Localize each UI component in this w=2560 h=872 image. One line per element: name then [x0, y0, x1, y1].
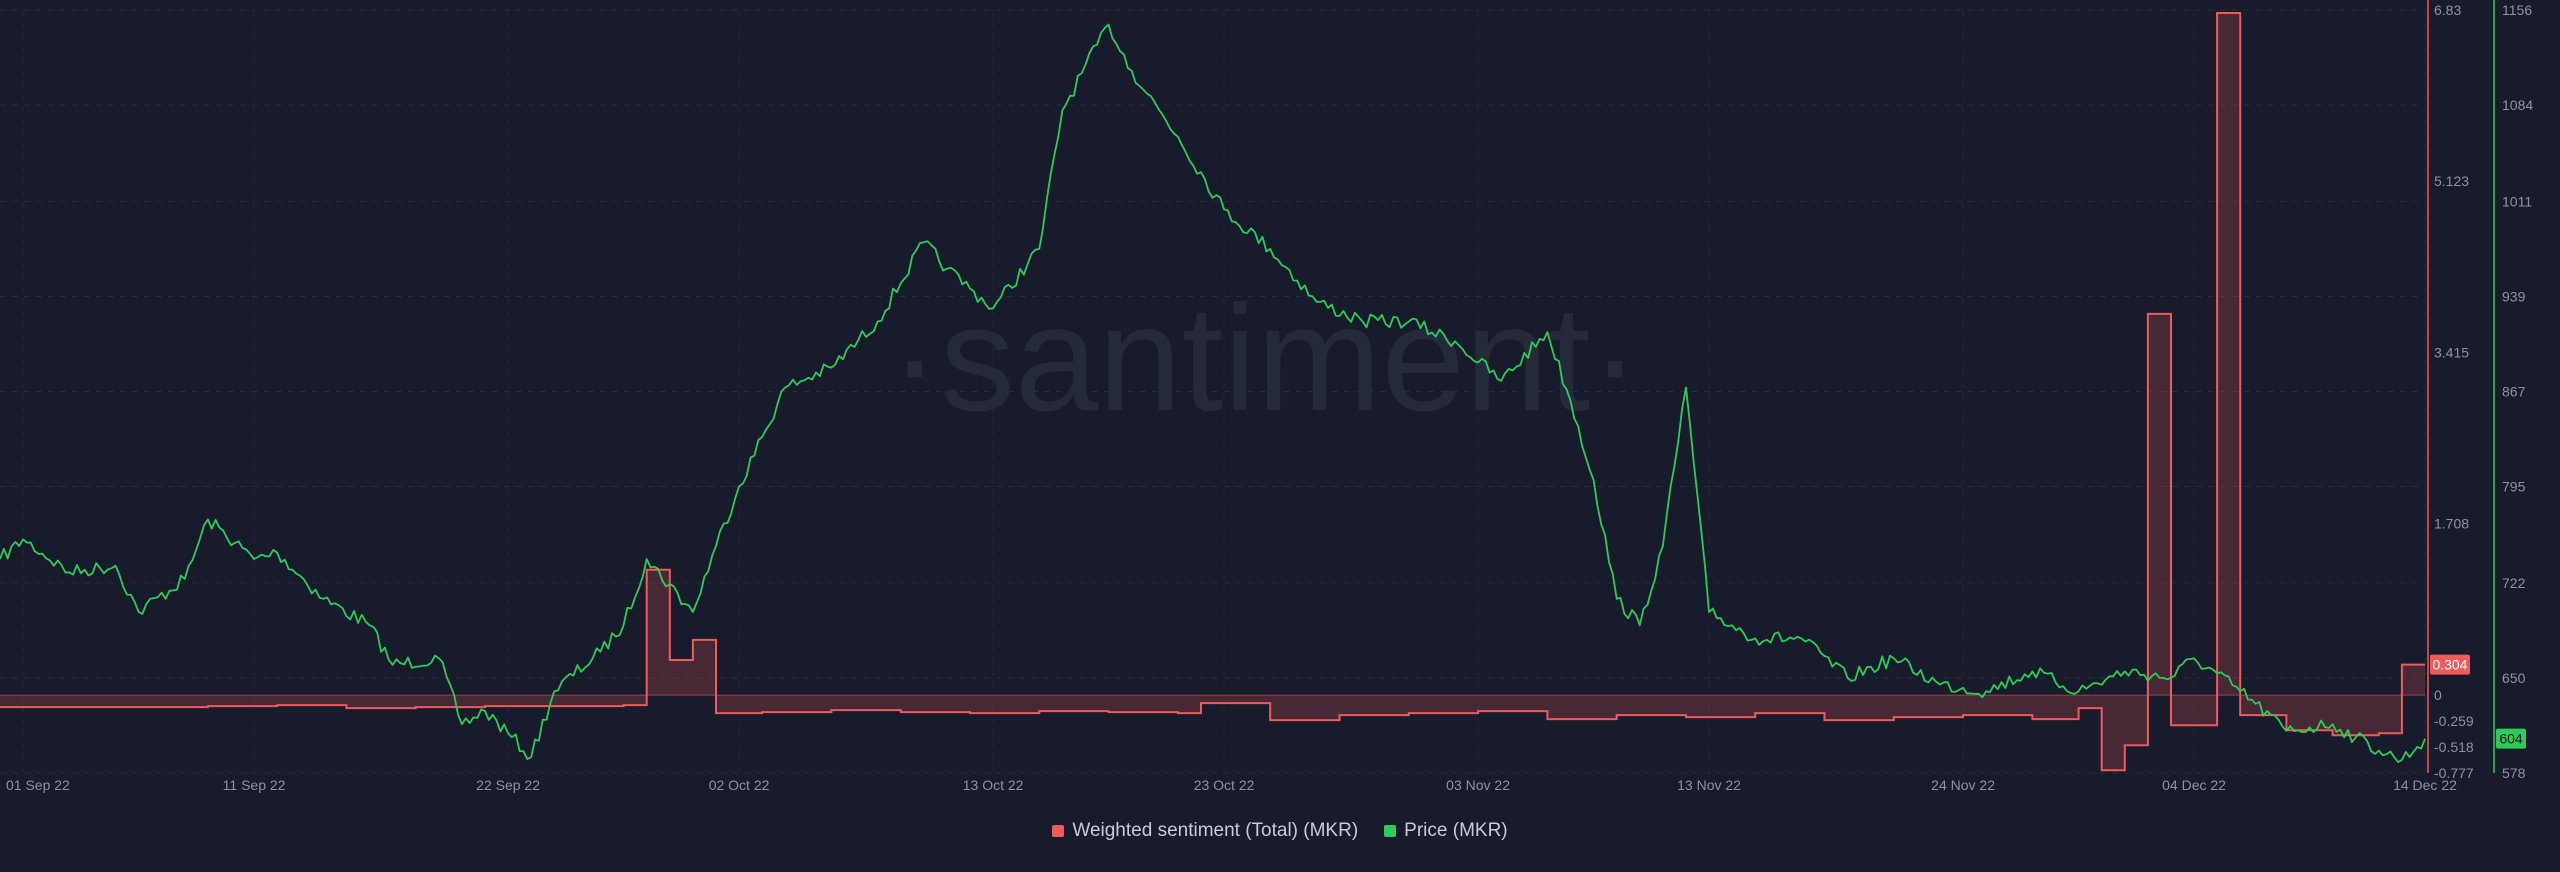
sentiment-axis-tick: -0.259 — [2434, 713, 2474, 729]
price-axis-tick: 1011 — [2502, 193, 2532, 209]
legend-label-price: Price (MKR) — [1404, 820, 1508, 841]
x-axis-tick: 13 Nov 22 — [1677, 777, 1741, 793]
sentiment-series — [0, 12, 2425, 772]
legend-swatch-price — [1384, 825, 1397, 837]
price-current-badge — [2496, 728, 2526, 749]
x-axis-tick: 23 Oct 22 — [1194, 777, 1255, 793]
x-axis-tick: 13 Oct 22 — [963, 777, 1024, 793]
grid — [0, 9, 2426, 774]
sentiment-axis-tick: 5.123 — [2434, 173, 2469, 189]
price-series — [0, 23, 2426, 763]
price-axis-tick: 1084 — [2502, 97, 2533, 113]
sentiment-current-value: 0.304 — [2432, 657, 2467, 673]
price-current-value: 604 — [2499, 731, 2523, 747]
x-axis-tick: 02 Oct 22 — [709, 777, 770, 793]
sentiment-axis-tick: 3.415 — [2434, 345, 2469, 361]
x-axis-tick: 24 Nov 22 — [1931, 777, 1995, 793]
x-axis-tick: 01 Sep 22 — [6, 777, 70, 793]
legend-swatch-sentiment — [1052, 825, 1065, 837]
price-axis-tick: 722 — [2502, 575, 2526, 591]
sentiment-line — [0, 12, 2425, 772]
price-line — [0, 23, 2426, 763]
price-axis-tick: 578 — [2502, 765, 2526, 781]
axes: 6.83 5.123 3.415 1.708 0 -0.259 -0.518 -0.777 11… — [6, 0, 2533, 793]
price-axis-tick: 650 — [2502, 670, 2526, 686]
x-axis-tick: 14 Dec 22 — [2393, 777, 2457, 793]
watermark-text: ·santiment· — [890, 274, 1640, 442]
sentiment-axis-tick: 6.83 — [2434, 2, 2461, 18]
sentiment-axis-tick: -0.518 — [2434, 739, 2474, 755]
legend-item-sentiment[interactable]: Weighted sentiment (Total) (MKR) — [1052, 820, 1358, 842]
price-axis-tick: 867 — [2502, 384, 2526, 400]
sentiment-axis-tick: 0 — [2434, 687, 2442, 703]
sentiment-axis-tick: 1.708 — [2434, 516, 2469, 532]
sentiment-current-badge — [2430, 654, 2470, 675]
x-axis-tick: 04 Dec 22 — [2162, 777, 2226, 793]
price-axis-tick: 1156 — [2502, 2, 2532, 18]
x-axis-tick: 03 Nov 22 — [1446, 777, 1510, 793]
legend-item-price[interactable]: Price (MKR) — [1384, 820, 1508, 842]
x-axis-tick: 11 Sep 22 — [223, 777, 286, 793]
legend-label-sentiment: Weighted sentiment (Total) (MKR) — [1072, 820, 1359, 841]
legend: Weighted sentiment (Total) (MKR) Price (… — [0, 820, 2560, 842]
sentiment-axis-tick: -0.777 — [2434, 765, 2474, 781]
price-axis-tick: 939 — [2502, 288, 2526, 304]
price-axis-tick: 795 — [2502, 479, 2526, 495]
x-axis-tick: 22 Sep 22 — [476, 777, 540, 793]
